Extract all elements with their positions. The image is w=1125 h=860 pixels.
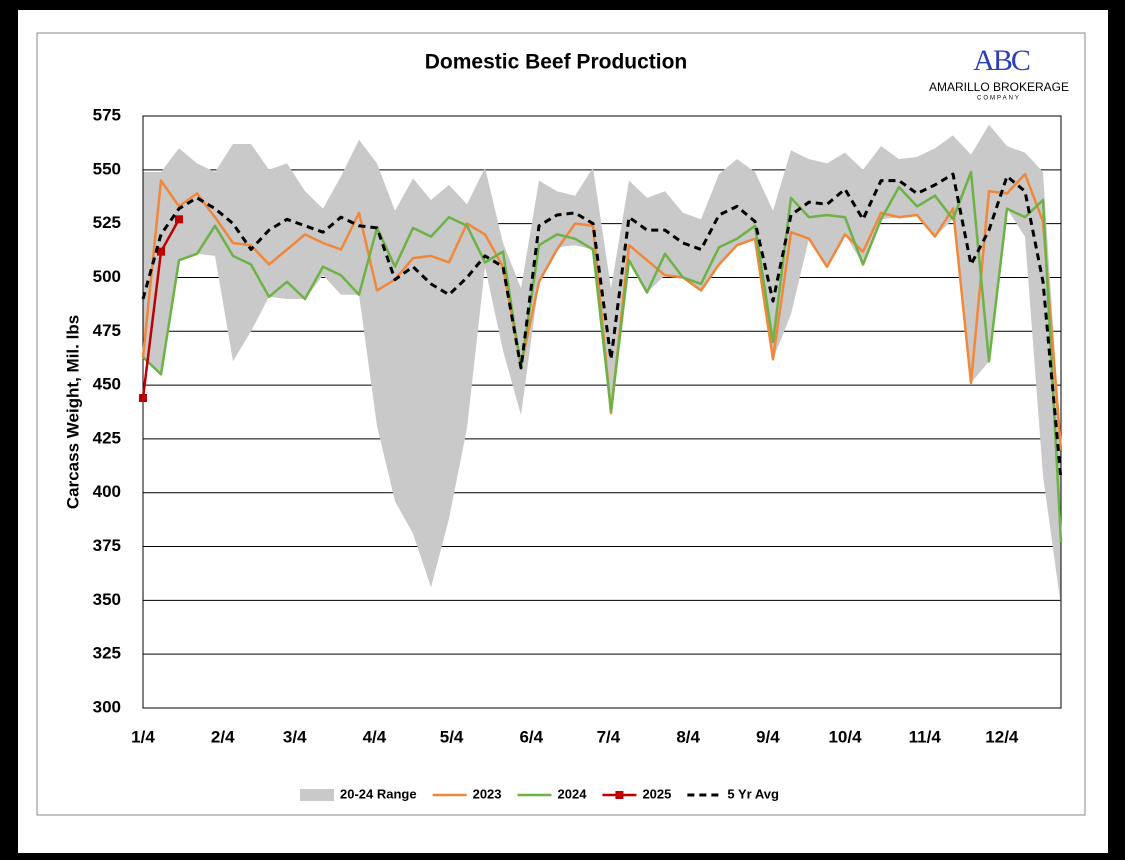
x-tick-label: 10/4 bbox=[828, 727, 862, 746]
y-axis-title: Carcass Weight, Mil. lbs bbox=[63, 315, 82, 509]
x-tick-label: 8/4 bbox=[676, 727, 700, 746]
legend-label: 20-24 Range bbox=[340, 786, 417, 801]
x-tick-label: 1/4 bbox=[131, 727, 155, 746]
plot-frame bbox=[142, 115, 1062, 709]
chart-frame bbox=[36, 32, 1086, 816]
y-tick-label: 500 bbox=[93, 267, 121, 286]
y-tick-label: 375 bbox=[93, 536, 121, 555]
x-tick-label: 5/4 bbox=[440, 727, 464, 746]
y-tick-label: 425 bbox=[93, 428, 121, 447]
chart-title: Domestic Beef Production bbox=[425, 51, 688, 74]
x-tick-label: 11/4 bbox=[909, 727, 942, 746]
legend-label: 5 Yr Avg bbox=[727, 786, 779, 801]
point-marker bbox=[175, 215, 183, 224]
legend-label: 2025 bbox=[642, 786, 671, 801]
x-tick-label: 2/4 bbox=[211, 727, 235, 746]
x-tick-label: 9/4 bbox=[756, 727, 780, 746]
logo-name: AMARILLO BROKERAGE bbox=[929, 80, 1069, 94]
y-tick-label: 475 bbox=[93, 321, 121, 340]
y-tick-label: 400 bbox=[93, 482, 121, 501]
y-tick-label: 325 bbox=[93, 644, 121, 663]
point-marker bbox=[139, 394, 147, 403]
legend-marker bbox=[615, 791, 624, 799]
x-tick-label: 12/4 bbox=[985, 727, 1019, 746]
series-line bbox=[141, 172, 1063, 480]
legend-label: 2024 bbox=[558, 786, 588, 801]
x-tick-label: 6/4 bbox=[519, 727, 543, 746]
y-tick-label: 350 bbox=[93, 590, 121, 609]
x-tick-label: 4/4 bbox=[363, 727, 387, 746]
y-tick-label: 300 bbox=[93, 697, 121, 716]
point-marker bbox=[157, 247, 165, 256]
y-tick-label: 450 bbox=[93, 375, 121, 394]
logo-sub: COMPANY bbox=[977, 96, 1021, 102]
logo-mark: ABC bbox=[973, 44, 1030, 77]
background bbox=[18, 10, 1108, 853]
y-tick-label: 575 bbox=[93, 105, 121, 124]
y-tick-label: 550 bbox=[93, 159, 121, 178]
legend-label: 2023 bbox=[473, 786, 502, 801]
x-tick-label: 3/4 bbox=[283, 727, 307, 746]
series-line bbox=[142, 170, 1063, 543]
y-tick-label: 525 bbox=[93, 213, 121, 232]
legend-swatch bbox=[300, 789, 334, 801]
x-tick-label: 7/4 bbox=[597, 727, 621, 746]
